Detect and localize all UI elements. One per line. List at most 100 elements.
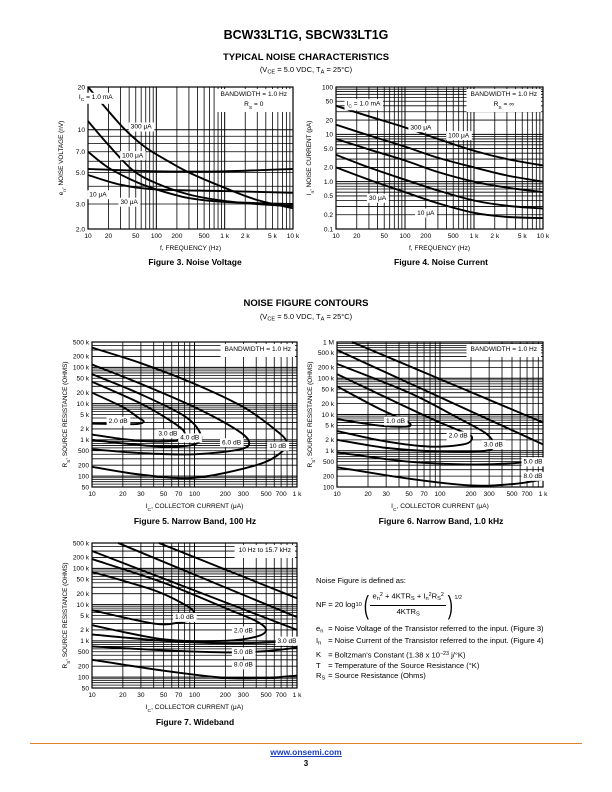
y-tick-label: 100 xyxy=(78,674,89,681)
series-label: 10 dB xyxy=(269,443,287,450)
y-tick-label: 200 k xyxy=(73,555,90,562)
link-text[interactable]: www.onsemi.com xyxy=(270,747,342,757)
series-label-bg xyxy=(383,416,408,426)
x-tick-label: 100 xyxy=(434,491,445,498)
x-tick-label: 2 k xyxy=(241,233,250,240)
x-tick-label: 10 k xyxy=(287,233,300,240)
footer-divider xyxy=(30,743,582,745)
series-label-bg xyxy=(408,123,435,133)
series-curve xyxy=(91,558,268,643)
x-tick-label: 700 xyxy=(276,692,287,699)
series-label: 2.0 dB xyxy=(449,432,469,439)
y-tick-label: 5.0 xyxy=(76,170,85,177)
note-text: 10 Hz to 15.7 kHz xyxy=(239,547,291,554)
symbol-definitions: en = Noise Voltage of the Transistor ref… xyxy=(316,624,566,684)
x-tick-label: 30 xyxy=(137,692,145,699)
series-label: 4.0 dB xyxy=(180,434,200,441)
chart-note: BANDWIDTH = 1.0 Hz xyxy=(466,344,541,357)
series-curve xyxy=(87,150,294,205)
y-tick-label: 50 xyxy=(82,484,90,491)
figure-6-caption: Figure 6. Narrow Band, 1.0 kHz xyxy=(378,516,504,526)
x-tick-label: 10 xyxy=(333,491,341,498)
series-label-bg xyxy=(220,438,244,448)
series-label-bg xyxy=(415,208,438,218)
x-tick-label: 20 xyxy=(353,233,361,240)
series-label: 2.0 dB xyxy=(109,418,129,425)
series-curve xyxy=(335,138,544,194)
x-tick-label: 200 xyxy=(171,233,182,240)
y-tick-label: 100 k xyxy=(318,376,335,383)
y-tick-label: 50 xyxy=(326,99,334,106)
y-tick-label: 50 k xyxy=(77,376,90,383)
series-label: 8.0 dB xyxy=(523,473,543,480)
series-label: 6.0 dB xyxy=(222,439,242,446)
series-label-bg xyxy=(120,151,146,161)
figure-4-caption: Figure 4. Noise Current xyxy=(394,257,488,267)
y-tick-label: 200 k xyxy=(318,365,335,372)
y-tick-label: 20 k xyxy=(322,401,335,408)
cond-text: = 25°C) xyxy=(324,312,353,321)
series-curve xyxy=(87,86,294,210)
series-label-bg xyxy=(76,92,116,104)
y-tick-label: 2 k xyxy=(325,437,334,444)
formula-denominator: 4KTRS xyxy=(396,607,420,618)
onsemi-website-link[interactable]: www.onsemi.com xyxy=(0,747,612,757)
note-text: BANDWIDTH = 1.0 Hz xyxy=(471,91,538,98)
series-curve xyxy=(335,104,544,167)
figure-3-caption: Figure 3. Noise Voltage xyxy=(148,257,242,267)
series-label-bg xyxy=(481,440,506,450)
y-axis-title: RS, SOURCE RESISTANCE (OHMS) xyxy=(62,361,72,467)
series-label-bg xyxy=(178,433,202,443)
plot-frame xyxy=(335,86,544,230)
series-label-bg xyxy=(446,131,472,141)
y-tick-label: 1 k xyxy=(325,448,334,455)
definition-row: en = Noise Voltage of the Transistor ref… xyxy=(316,623,544,635)
cond-sub: A xyxy=(320,69,325,76)
x-tick-label: 100 xyxy=(189,491,200,498)
x-tick-label: 2 k xyxy=(490,233,499,240)
y-tick-label: 10 xyxy=(78,127,86,134)
plot-frame xyxy=(91,542,298,689)
x-tick-label: 700 xyxy=(522,491,533,498)
y-tick-label: 100 k xyxy=(73,566,90,573)
figure-5-caption: Figure 5. Narrow Band, 100 Hz xyxy=(133,516,257,526)
series-curve xyxy=(336,373,474,448)
note-text: BANDWIDTH = 1.0 Hz xyxy=(225,346,292,353)
series-curve xyxy=(336,466,544,487)
note-bg xyxy=(220,344,295,357)
y-tick-label: 50 k xyxy=(77,577,90,584)
series-label: 30 μA xyxy=(369,195,387,202)
cond-sub: CE xyxy=(267,69,276,76)
series-curve xyxy=(91,550,298,631)
y-tick-label: 1 k xyxy=(80,437,89,444)
series-label-bg xyxy=(344,99,383,111)
series-label: 3.0 dB xyxy=(278,638,298,645)
x-axis-title: IC, COLLECTOR CURRENT (μA) xyxy=(391,503,489,513)
y-tick-label: 200 xyxy=(323,473,334,480)
series-label: 100 μA xyxy=(448,132,470,139)
x-tick-label: 300 xyxy=(484,491,495,498)
series-curve xyxy=(87,167,294,173)
x-tick-label: 10 xyxy=(88,692,96,699)
section-title-contours: NOISE FIGURE CONTOURS xyxy=(243,298,369,309)
series-curve xyxy=(91,645,298,654)
x-tick-label: 20 xyxy=(119,491,127,498)
series-label-bg xyxy=(231,626,256,636)
x-tick-label: 10 xyxy=(332,233,340,240)
x-axis-title: IC, COLLECTOR CURRENT (μA) xyxy=(146,704,244,714)
series-label: 8.0 dB xyxy=(234,661,254,668)
x-tick-label: 10 xyxy=(84,233,92,240)
chart-note: BANDWIDTH = 1.0 Hz RS = 0 xyxy=(216,89,291,112)
series-curve xyxy=(91,363,251,456)
series-label: 300 μA xyxy=(131,123,153,130)
fig7-chart: 1.0 dB 2.0 dB 3.0 dB 5.0 dB 8.0 dB 10 Hz to 1… xyxy=(62,540,302,713)
series-curve xyxy=(336,385,412,428)
y-axis-title: en, NOISE VOLTAGE (nV) xyxy=(58,121,68,196)
x-tick-label: 300 xyxy=(238,491,249,498)
y-tick-label: 100 xyxy=(78,473,89,480)
note-bg xyxy=(466,344,541,357)
x-tick-label: 100 xyxy=(151,233,162,240)
y-tick-label: 7.0 xyxy=(76,149,85,156)
x-tick-label: 1 k xyxy=(293,491,302,498)
